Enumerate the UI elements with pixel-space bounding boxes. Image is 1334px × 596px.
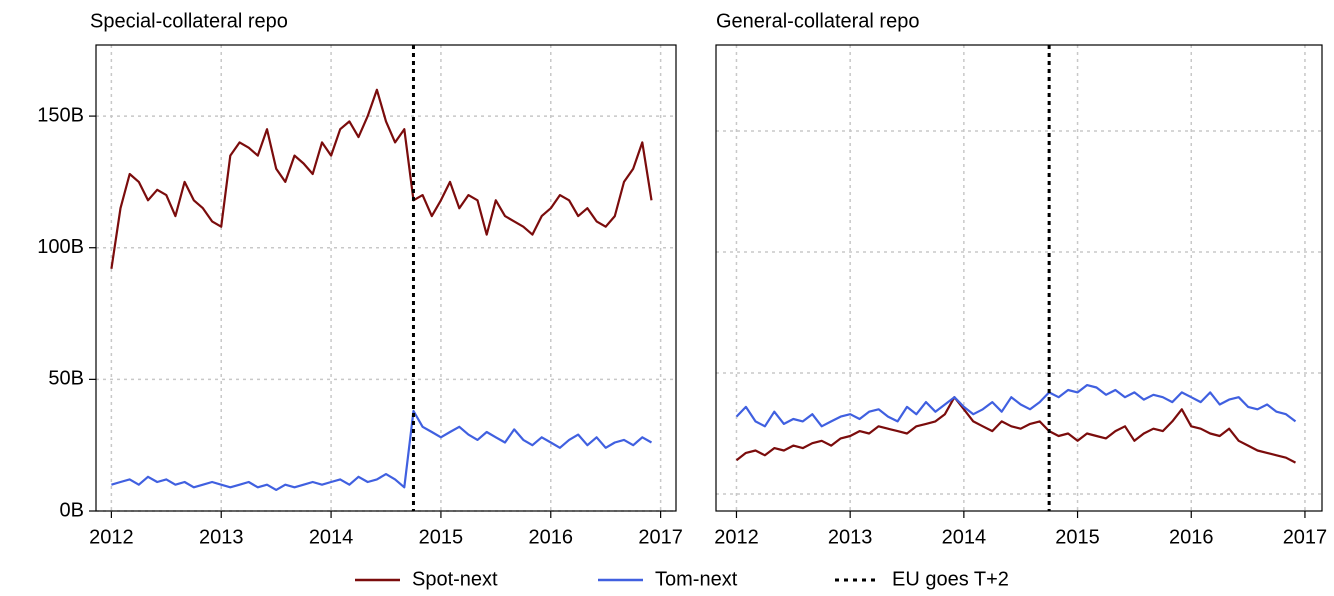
- series-line: [110, 88, 653, 269]
- panel-title: General-collateral repo: [716, 10, 919, 32]
- x-tick-label: 2014: [309, 526, 354, 548]
- panel-title: Special-collateral repo: [90, 10, 288, 32]
- plot-frame: [95, 44, 677, 512]
- legend-label: Tom-next: [655, 568, 738, 590]
- x-tick-label: 2016: [529, 526, 574, 548]
- series-line: [735, 384, 1297, 428]
- x-tick-label: 2017: [638, 526, 683, 548]
- x-tick-label: 2012: [714, 526, 759, 548]
- x-tick-label: 2017: [1283, 526, 1328, 548]
- x-tick-label: 2013: [199, 526, 244, 548]
- legend-label: Spot-next: [412, 568, 498, 590]
- y-tick-label: 0B: [60, 499, 84, 521]
- x-tick-label: 2014: [942, 526, 987, 548]
- x-tick-label: 2012: [89, 526, 134, 548]
- y-tick-label: 150B: [37, 104, 84, 126]
- y-tick-label: 100B: [37, 236, 84, 258]
- x-tick-label: 2013: [828, 526, 873, 548]
- x-tick-label: 2016: [1169, 526, 1214, 548]
- legend-label: EU goes T+2: [892, 568, 1009, 590]
- series-line: [111, 409, 653, 491]
- plot-frame: [715, 44, 1323, 512]
- x-tick-label: 2015: [1055, 526, 1100, 548]
- series-line: [735, 396, 1297, 464]
- x-tick-label: 2015: [419, 526, 464, 548]
- y-tick-label: 50B: [48, 368, 84, 390]
